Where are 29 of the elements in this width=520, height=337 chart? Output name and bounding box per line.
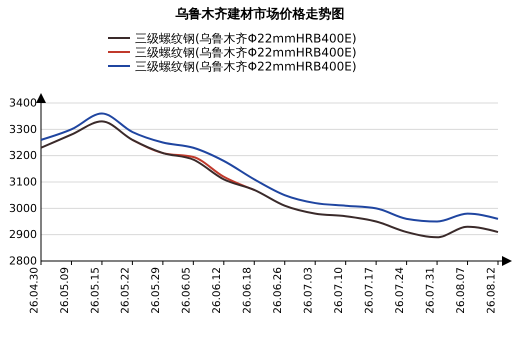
- legend-label: 三级螺纹钢(乌鲁木齐Φ22mmHRB400E): [135, 60, 357, 74]
- x-tick-label: 26.06.05: [180, 267, 193, 314]
- line-series: [40, 112, 499, 222]
- x-tick-label: 26.05.22: [120, 267, 132, 314]
- x-tick-label: 26.05.15: [89, 267, 102, 314]
- x-tick-label: 26.07.17: [363, 267, 376, 314]
- x-tick-label: 26.06.26: [272, 266, 284, 314]
- x-tick-label: 26.05.09: [58, 267, 71, 314]
- legend-label: 三级螺纹钢(乌鲁木齐Φ22mmHRB400E): [135, 32, 357, 46]
- y-tick-label: 3200: [9, 149, 37, 162]
- x-tick-label: 26.07.03: [302, 267, 315, 314]
- y-tick-label: 3300: [9, 122, 37, 136]
- y-tick-label: 2900: [9, 228, 37, 242]
- y-tick-label: 2800: [9, 254, 37, 268]
- y-tick-label: 3400: [9, 96, 37, 110]
- legend-label: 三级螺纹钢(乌鲁木齐Φ22mmHRB400E): [135, 46, 357, 60]
- x-tick-label: 26.07.10: [332, 267, 345, 314]
- x-tick-label: 26.08.12: [485, 267, 498, 314]
- x-tick-label: 26.07.31: [424, 267, 436, 314]
- y-tick-label: 3000: [9, 202, 37, 215]
- chart-title: 乌鲁木齐建材市场价格走势图: [174, 6, 344, 22]
- x-tick-label: 26.08.07: [454, 267, 467, 314]
- x-tick-label: 26.04.30: [28, 267, 40, 314]
- x-tick-label: 26.06.12: [211, 267, 224, 314]
- y-tick-label: 3100: [9, 176, 37, 189]
- x-tick-label: 26.06.18: [242, 267, 254, 314]
- x-tick-label: 26.05.29: [150, 267, 162, 314]
- line-series: [40, 120, 499, 238]
- x-tick-label: 26.07.24: [394, 266, 406, 314]
